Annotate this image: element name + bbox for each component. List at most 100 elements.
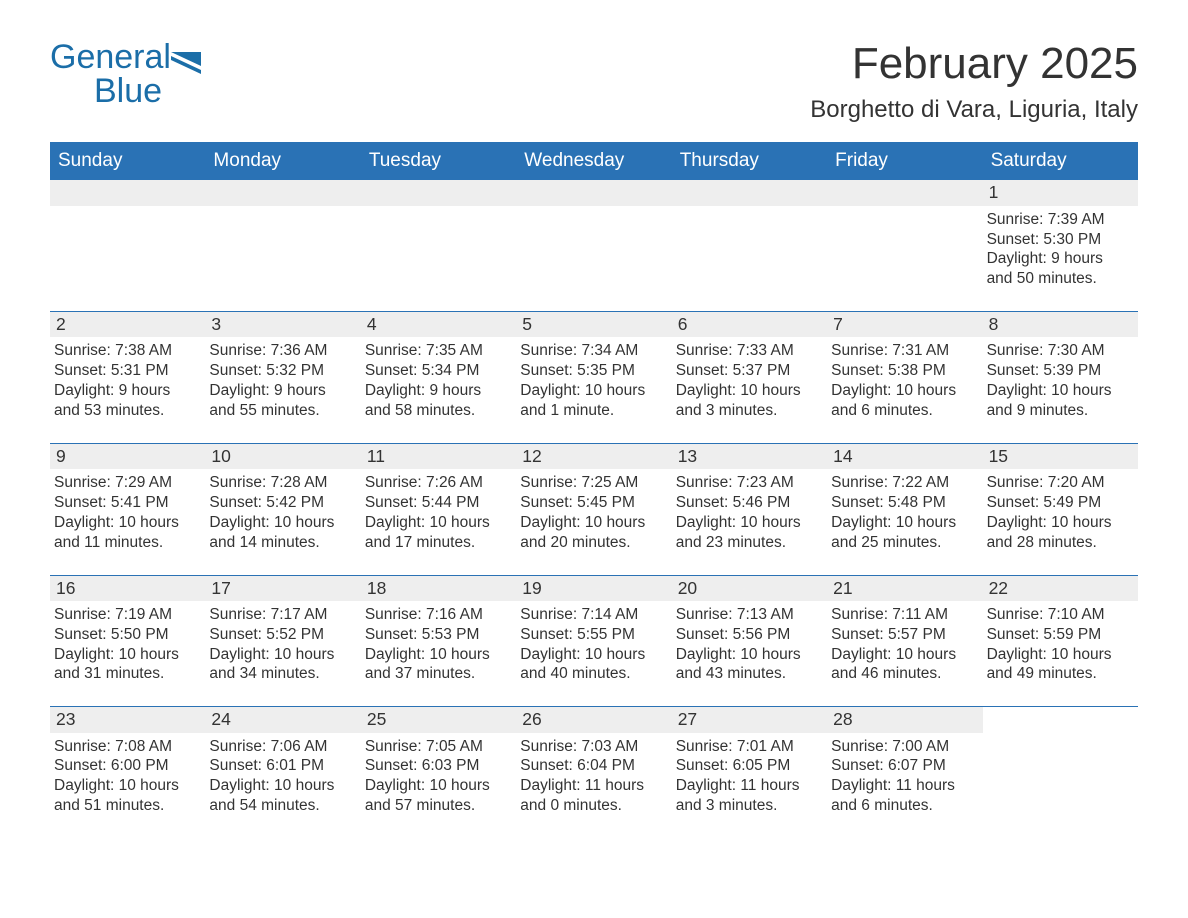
weekday-thursday: Thursday: [672, 144, 827, 180]
sunset-text: Sunset: 5:59 PM: [987, 625, 1130, 645]
week-row: 2Sunrise: 7:38 AMSunset: 5:31 PMDaylight…: [50, 311, 1138, 443]
sunset-text: Sunset: 5:42 PM: [209, 493, 352, 513]
daylight-text: Daylight: 10 hours and 14 minutes.: [209, 513, 352, 553]
sunset-text: Sunset: 5:39 PM: [987, 361, 1130, 381]
weeks-container: 1Sunrise: 7:39 AMSunset: 5:30 PMDaylight…: [50, 180, 1138, 838]
sunrise-text: Sunrise: 7:20 AM: [987, 473, 1130, 493]
day-number: 8: [983, 312, 1138, 337]
sunrise-text: Sunrise: 7:14 AM: [520, 605, 663, 625]
day-number: 25: [361, 707, 516, 732]
sunset-text: Sunset: 5:35 PM: [520, 361, 663, 381]
day-cell: 2Sunrise: 7:38 AMSunset: 5:31 PMDaylight…: [50, 312, 205, 425]
sunrise-text: Sunrise: 7:22 AM: [831, 473, 974, 493]
weekday-tuesday: Tuesday: [361, 144, 516, 180]
day-cell: 13Sunrise: 7:23 AMSunset: 5:46 PMDayligh…: [672, 444, 827, 557]
day-number: 26: [516, 707, 671, 732]
sunset-text: Sunset: 5:53 PM: [365, 625, 508, 645]
daylight-text: Daylight: 9 hours and 58 minutes.: [365, 381, 508, 421]
day-cell-empty: [361, 180, 516, 293]
daylight-text: Daylight: 10 hours and 17 minutes.: [365, 513, 508, 553]
daylight-text: Daylight: 10 hours and 3 minutes.: [676, 381, 819, 421]
day-number: 22: [983, 576, 1138, 601]
sunrise-text: Sunrise: 7:17 AM: [209, 605, 352, 625]
sunrise-text: Sunrise: 7:13 AM: [676, 605, 819, 625]
day-number: 13: [672, 444, 827, 469]
daylight-text: Daylight: 11 hours and 0 minutes.: [520, 776, 663, 816]
day-number: [516, 180, 671, 205]
sunset-text: Sunset: 6:03 PM: [365, 756, 508, 776]
day-cell: 21Sunrise: 7:11 AMSunset: 5:57 PMDayligh…: [827, 576, 982, 689]
sunset-text: Sunset: 6:05 PM: [676, 756, 819, 776]
day-number: [361, 180, 516, 205]
day-number: [50, 180, 205, 205]
sunrise-text: Sunrise: 7:03 AM: [520, 737, 663, 757]
day-cell: 15Sunrise: 7:20 AMSunset: 5:49 PMDayligh…: [983, 444, 1138, 557]
daylight-text: Daylight: 10 hours and 9 minutes.: [987, 381, 1130, 421]
day-cell-empty: [672, 180, 827, 293]
logo-word-1: General: [50, 38, 171, 76]
weekday-header-row: SundayMondayTuesdayWednesdayThursdayFrid…: [50, 142, 1138, 180]
logo: General Blue: [50, 40, 201, 108]
day-number: 20: [672, 576, 827, 601]
daylight-text: Daylight: 10 hours and 54 minutes.: [209, 776, 352, 816]
sunrise-text: Sunrise: 7:31 AM: [831, 341, 974, 361]
sunset-text: Sunset: 5:55 PM: [520, 625, 663, 645]
day-cell: 26Sunrise: 7:03 AMSunset: 6:04 PMDayligh…: [516, 707, 671, 820]
sunset-text: Sunset: 5:52 PM: [209, 625, 352, 645]
sunset-text: Sunset: 6:00 PM: [54, 756, 197, 776]
day-number: 14: [827, 444, 982, 469]
day-cell-empty: [827, 180, 982, 293]
day-number: 3: [205, 312, 360, 337]
day-cell: 4Sunrise: 7:35 AMSunset: 5:34 PMDaylight…: [361, 312, 516, 425]
daylight-text: Daylight: 10 hours and 49 minutes.: [987, 645, 1130, 685]
day-number: 1: [983, 180, 1138, 205]
sunrise-text: Sunrise: 7:36 AM: [209, 341, 352, 361]
day-number: 12: [516, 444, 671, 469]
week-row: 23Sunrise: 7:08 AMSunset: 6:00 PMDayligh…: [50, 706, 1138, 838]
sunset-text: Sunset: 5:41 PM: [54, 493, 197, 513]
day-cell-empty: [50, 180, 205, 293]
title-block: February 2025 Borghetto di Vara, Liguria…: [810, 40, 1138, 124]
daylight-text: Daylight: 10 hours and 34 minutes.: [209, 645, 352, 685]
daylight-text: Daylight: 10 hours and 40 minutes.: [520, 645, 663, 685]
day-number: 6: [672, 312, 827, 337]
day-cell: 5Sunrise: 7:34 AMSunset: 5:35 PMDaylight…: [516, 312, 671, 425]
header: General Blue February 2025 Borghetto di …: [50, 40, 1138, 124]
day-number: 27: [672, 707, 827, 732]
sunset-text: Sunset: 5:57 PM: [831, 625, 974, 645]
daylight-text: Daylight: 10 hours and 20 minutes.: [520, 513, 663, 553]
sunset-text: Sunset: 5:34 PM: [365, 361, 508, 381]
day-number: 7: [827, 312, 982, 337]
day-cell-empty: [516, 180, 671, 293]
day-cell: 16Sunrise: 7:19 AMSunset: 5:50 PMDayligh…: [50, 576, 205, 689]
weekday-monday: Monday: [205, 144, 360, 180]
sunrise-text: Sunrise: 7:05 AM: [365, 737, 508, 757]
day-number: 17: [205, 576, 360, 601]
day-cell: 28Sunrise: 7:00 AMSunset: 6:07 PMDayligh…: [827, 707, 982, 820]
day-cell: 7Sunrise: 7:31 AMSunset: 5:38 PMDaylight…: [827, 312, 982, 425]
sunset-text: Sunset: 5:31 PM: [54, 361, 197, 381]
daylight-text: Daylight: 10 hours and 1 minute.: [520, 381, 663, 421]
sunset-text: Sunset: 5:46 PM: [676, 493, 819, 513]
day-number: 4: [361, 312, 516, 337]
day-cell: 22 Sunrise: 7:10 AMSunset: 5:59 PMDayligh…: [983, 576, 1138, 689]
day-number: 10: [205, 444, 360, 469]
day-cell: 3Sunrise: 7:36 AMSunset: 5:32 PMDaylight…: [205, 312, 360, 425]
day-cell: 14Sunrise: 7:22 AMSunset: 5:48 PMDayligh…: [827, 444, 982, 557]
sunrise-text: Sunrise: 7:10 AM: [987, 605, 1130, 625]
sunrise-text: Sunrise: 7:29 AM: [54, 473, 197, 493]
week-row: 1Sunrise: 7:39 AMSunset: 5:30 PMDaylight…: [50, 180, 1138, 311]
day-cell: 9Sunrise: 7:29 AMSunset: 5:41 PMDaylight…: [50, 444, 205, 557]
day-number: 16: [50, 576, 205, 601]
daylight-text: Daylight: 10 hours and 57 minutes.: [365, 776, 508, 816]
week-row: 16Sunrise: 7:19 AMSunset: 5:50 PMDayligh…: [50, 575, 1138, 707]
day-number: 24: [205, 707, 360, 732]
daylight-text: Daylight: 10 hours and 31 minutes.: [54, 645, 197, 685]
sunset-text: Sunset: 5:50 PM: [54, 625, 197, 645]
day-number: 21: [827, 576, 982, 601]
daylight-text: Daylight: 9 hours and 53 minutes.: [54, 381, 197, 421]
sunset-text: Sunset: 5:37 PM: [676, 361, 819, 381]
sunrise-text: Sunrise: 7:34 AM: [520, 341, 663, 361]
weekday-wednesday: Wednesday: [516, 144, 671, 180]
daylight-text: Daylight: 9 hours and 55 minutes.: [209, 381, 352, 421]
